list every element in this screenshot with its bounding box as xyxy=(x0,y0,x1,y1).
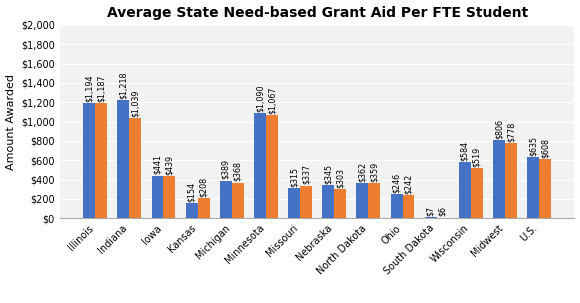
Text: $154: $154 xyxy=(187,182,196,202)
Text: $806: $806 xyxy=(495,119,503,139)
Bar xyxy=(390,195,403,218)
Bar xyxy=(164,176,175,218)
Text: $584: $584 xyxy=(461,140,469,161)
Text: $368: $368 xyxy=(233,161,242,181)
Bar xyxy=(220,181,232,218)
Bar xyxy=(539,159,551,218)
Text: $441: $441 xyxy=(153,155,162,175)
Text: $1,187: $1,187 xyxy=(97,75,106,102)
Bar xyxy=(471,168,483,218)
Text: $439: $439 xyxy=(165,155,174,175)
Bar xyxy=(232,183,244,218)
Y-axis label: Amount Awarded: Amount Awarded xyxy=(6,74,16,169)
Bar xyxy=(493,140,505,218)
Bar xyxy=(300,186,312,218)
Bar xyxy=(288,188,300,218)
Bar xyxy=(129,118,142,218)
Text: $635: $635 xyxy=(528,135,538,156)
Text: $1,067: $1,067 xyxy=(267,86,277,114)
Text: $359: $359 xyxy=(370,162,379,182)
Bar xyxy=(527,157,539,218)
Bar xyxy=(322,185,334,218)
Text: $1,194: $1,194 xyxy=(85,74,94,102)
Text: $315: $315 xyxy=(289,166,299,187)
Bar xyxy=(198,198,209,218)
Bar xyxy=(95,103,107,218)
Bar xyxy=(368,184,380,218)
Text: $389: $389 xyxy=(222,159,230,179)
Text: $345: $345 xyxy=(324,164,333,184)
Text: $608: $608 xyxy=(541,138,550,158)
Bar xyxy=(334,189,346,218)
Text: $246: $246 xyxy=(392,173,401,193)
Text: $362: $362 xyxy=(358,162,367,182)
Text: $1,218: $1,218 xyxy=(119,72,128,99)
Text: $303: $303 xyxy=(336,168,345,188)
Bar xyxy=(357,183,368,218)
Text: $519: $519 xyxy=(472,147,481,167)
Text: $1,090: $1,090 xyxy=(255,84,264,112)
Text: $7: $7 xyxy=(426,206,435,216)
Bar xyxy=(186,203,198,218)
Text: $337: $337 xyxy=(302,164,310,185)
Bar xyxy=(505,143,517,218)
Text: $242: $242 xyxy=(404,173,413,194)
Bar xyxy=(151,175,164,218)
Bar xyxy=(254,113,266,218)
Text: $778: $778 xyxy=(506,122,516,142)
Text: $1,039: $1,039 xyxy=(131,89,140,117)
Text: $208: $208 xyxy=(199,177,208,197)
Bar xyxy=(117,101,129,218)
Text: $6: $6 xyxy=(438,206,447,216)
Bar xyxy=(266,115,278,218)
Bar xyxy=(403,195,415,218)
Bar xyxy=(459,162,471,218)
Bar xyxy=(84,103,95,218)
Title: Average State Need-based Grant Aid Per FTE Student: Average State Need-based Grant Aid Per F… xyxy=(107,5,528,20)
